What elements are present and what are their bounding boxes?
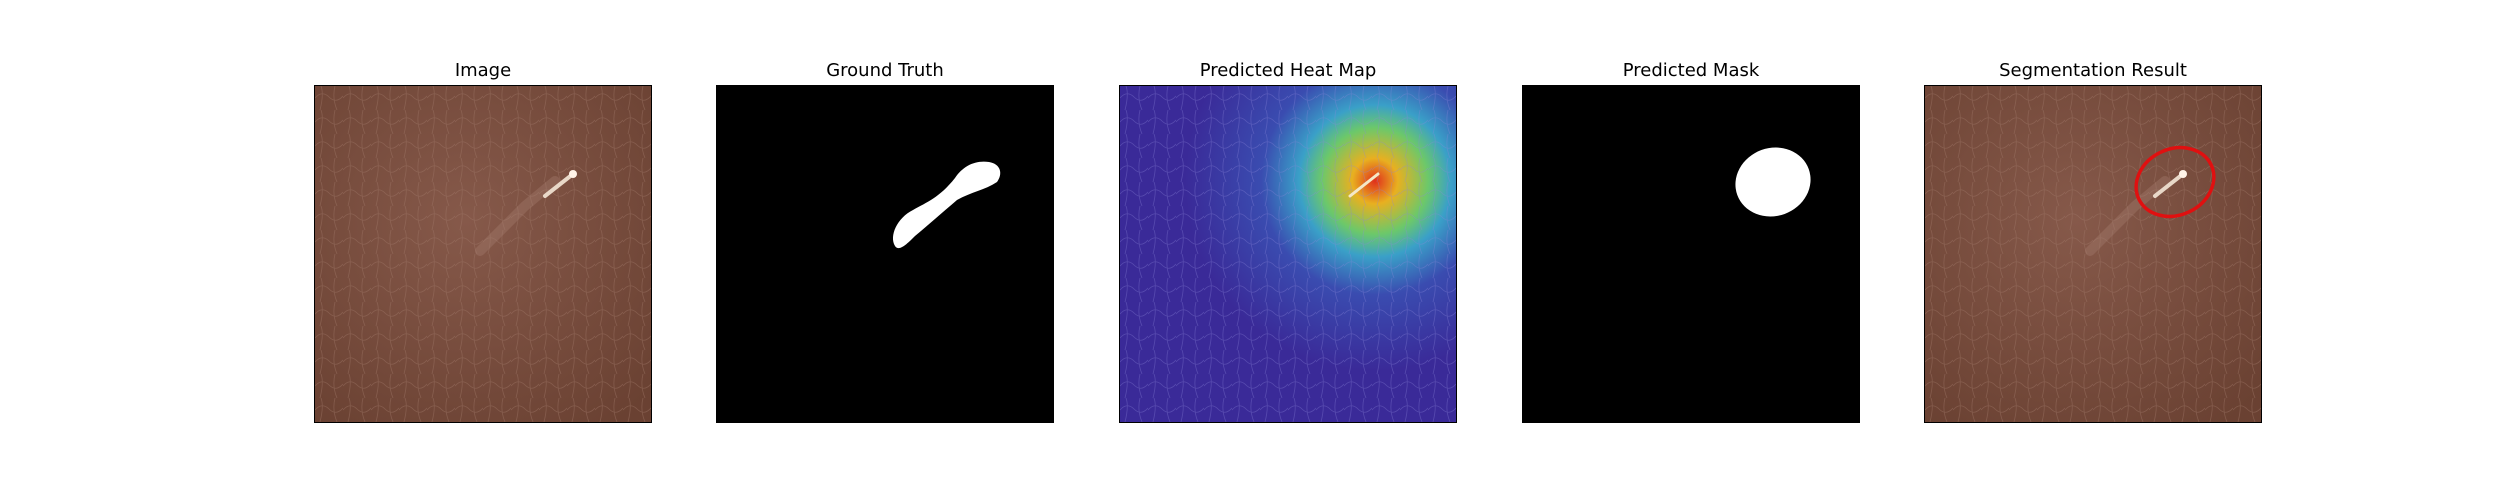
defect-trail: [2085, 176, 2170, 256]
leather-image-svg: [315, 86, 651, 422]
defect-scratch: [2153, 172, 2185, 198]
heat-map: [1119, 85, 1457, 423]
ground-truth-region: [893, 161, 1001, 249]
defect-scratch: [1348, 172, 1380, 198]
predicted-mask-region: [1735, 147, 1811, 217]
predicted-mask-svg: [1523, 86, 1859, 422]
leather-image: [314, 85, 652, 423]
panel-title: Predicted Mask: [1622, 60, 1760, 81]
ground-truth-svg: [717, 86, 1053, 422]
panel-segmentation-result: Segmentation Result: [1924, 0, 2262, 500]
panel-ground-truth: Ground Truth: [716, 0, 1054, 500]
panel-predicted-mask: Predicted Mask: [1522, 0, 1860, 500]
panel-title: Ground Truth: [826, 60, 944, 81]
panel-title: Segmentation Result: [1999, 60, 2187, 81]
panel-heat-map: Predicted Heat Map: [1119, 0, 1457, 500]
segmentation-result-svg: [1925, 86, 2261, 422]
defect-highlight: [2179, 170, 2187, 178]
segmentation-result: [1924, 85, 2262, 423]
segmentation-contour: [2134, 145, 2216, 219]
panel-title: Predicted Heat Map: [1199, 60, 1377, 81]
heat-map-svg: [1120, 86, 1456, 422]
panel-title: Image: [454, 60, 512, 81]
panel-image: Image: [314, 0, 652, 500]
defect-trail: [475, 176, 560, 256]
defect-scratch: [543, 172, 575, 198]
ground-truth-mask: [716, 85, 1054, 423]
predicted-mask: [1522, 85, 1860, 423]
defect-highlight: [569, 170, 577, 178]
